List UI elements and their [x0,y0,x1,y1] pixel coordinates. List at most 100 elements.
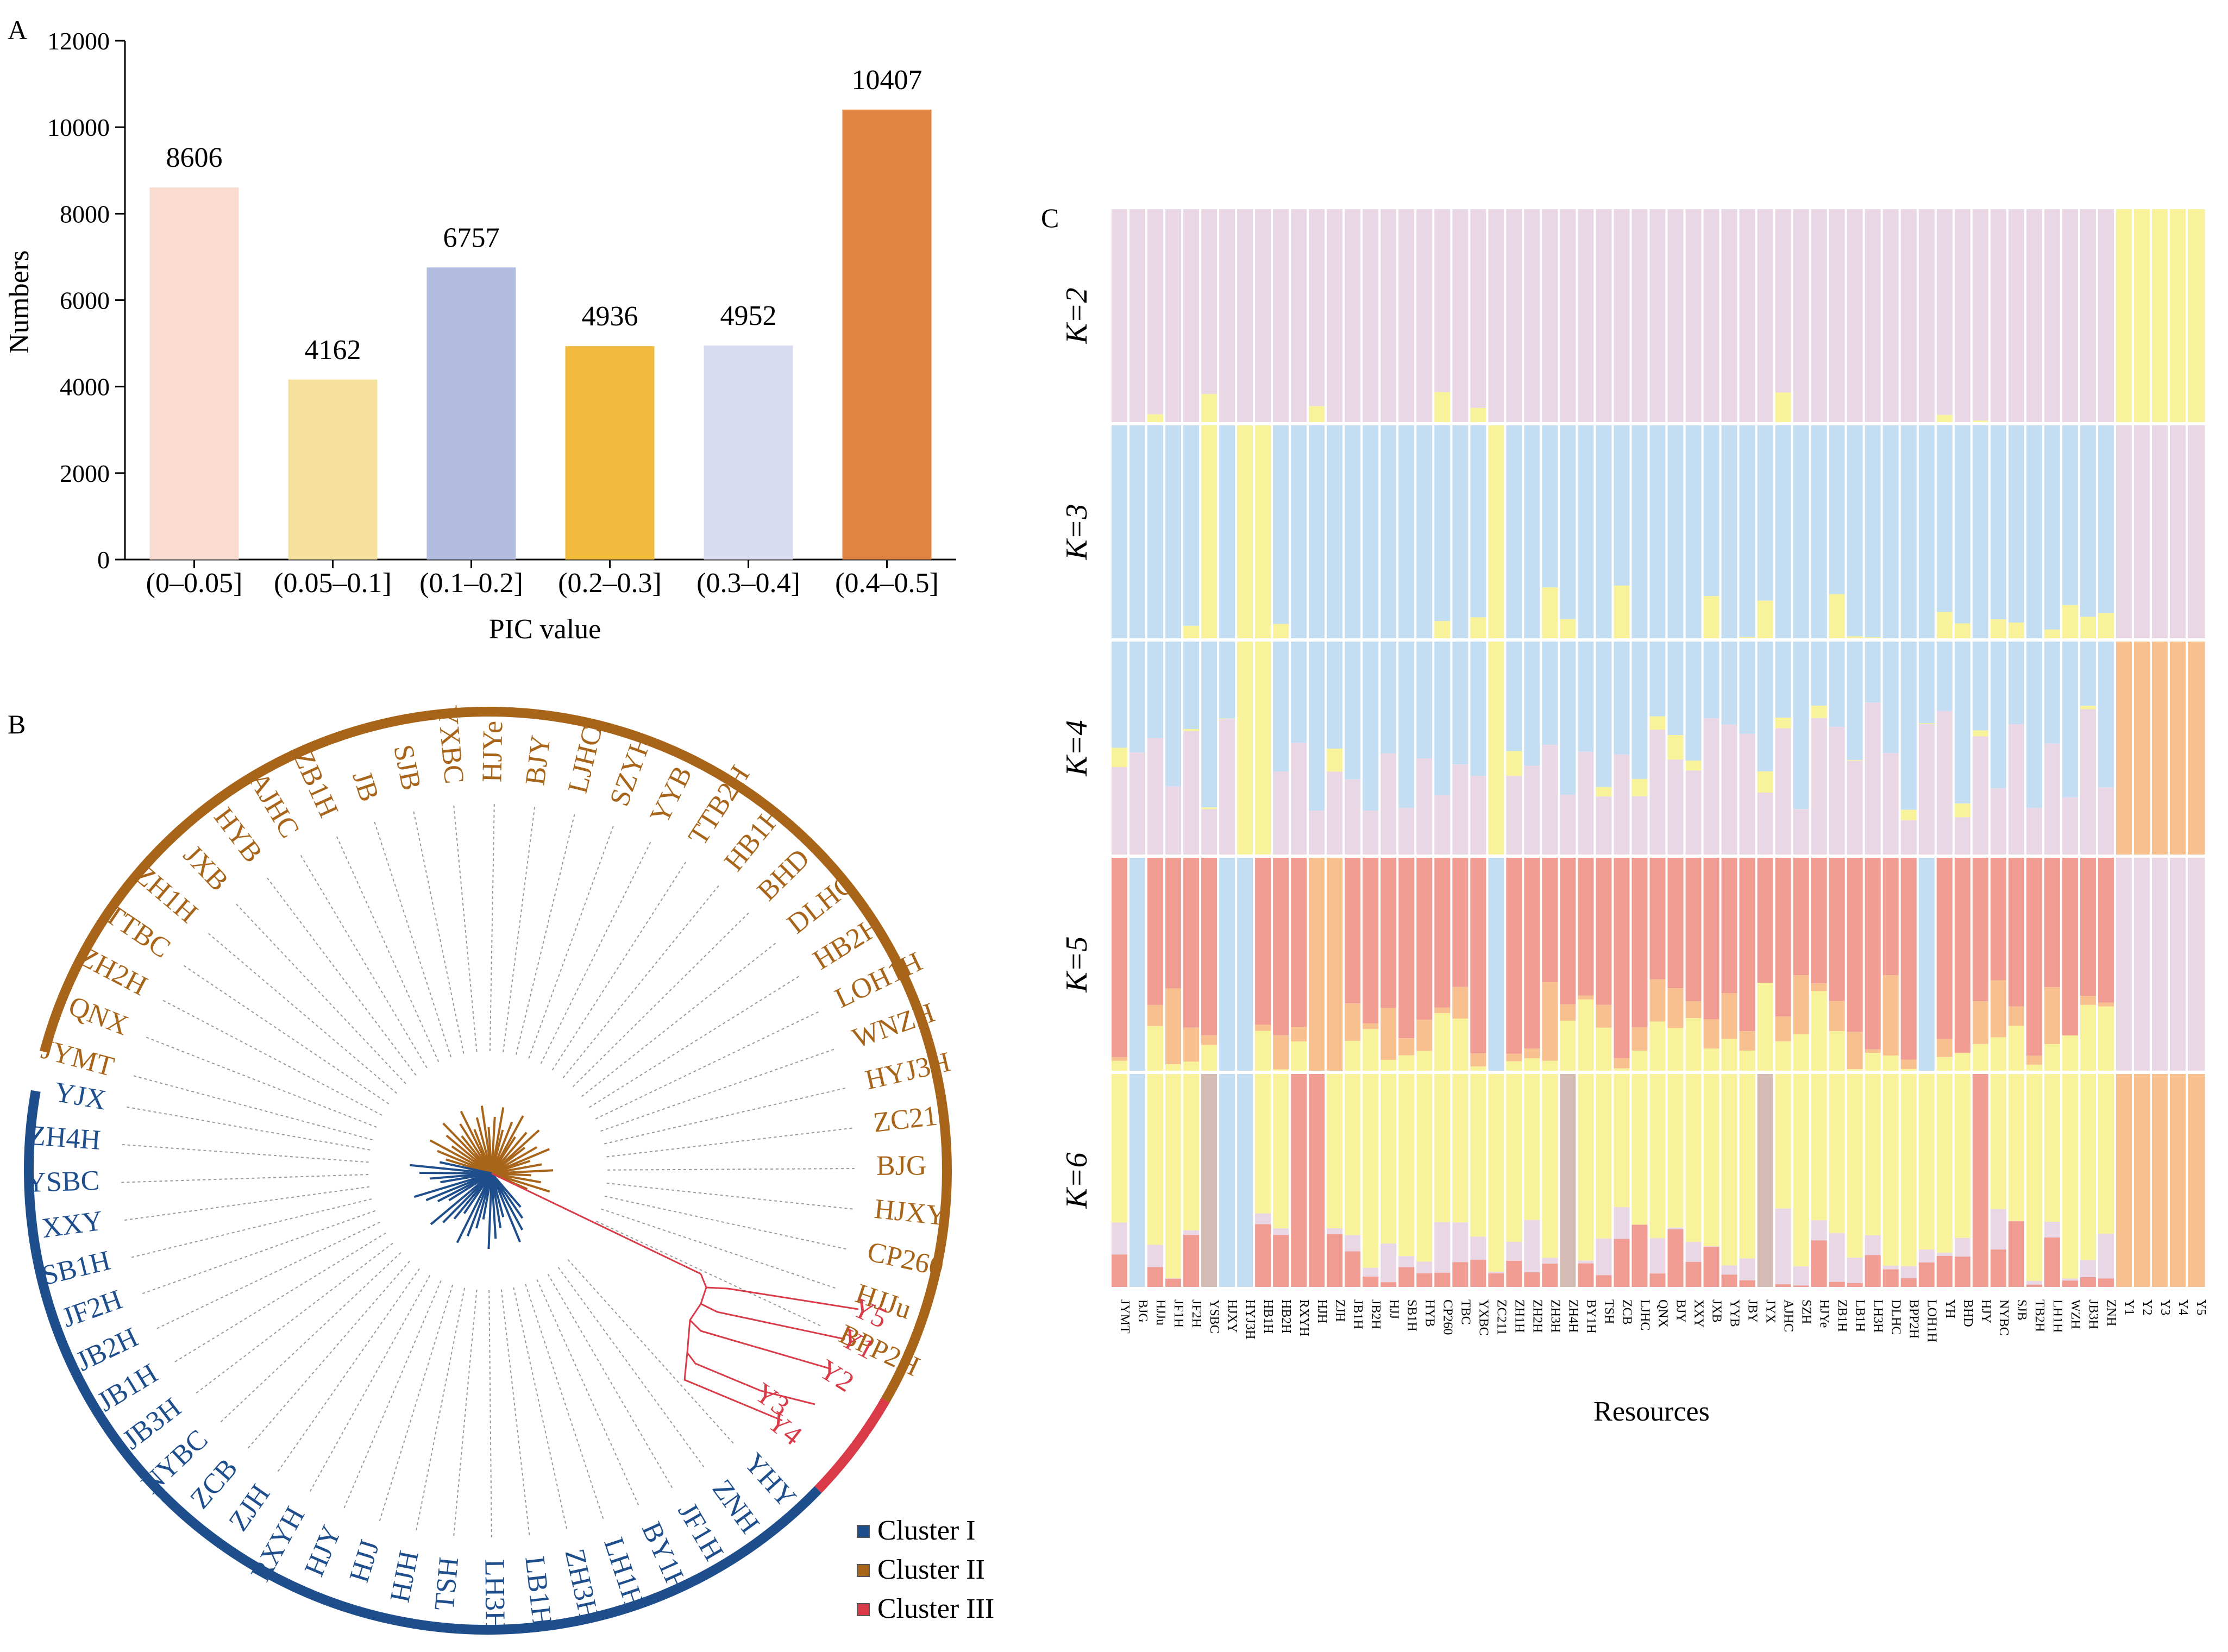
structure-segment [1648,858,1667,979]
bar-data-label: 4936 [582,301,638,332]
leader-line [374,821,451,1058]
structure-segment [1917,1074,1936,1250]
structure-segment [1684,209,1703,422]
structure-segment [1846,642,1865,760]
structure-segment [1702,425,1721,596]
structure-resource-label: BPP2H [1907,1299,1921,1339]
structure-segment [1953,817,1972,855]
structure-segment [2007,858,2026,1007]
leader-line [488,1290,492,1537]
structure-segment [1559,209,1577,422]
structure-segment [1595,796,1613,855]
structure-segment [1792,1034,1811,1071]
structure-segment [1863,1235,1882,1255]
structure-segment [1523,1074,1541,1220]
bar-chart-y-axis-label: Numbers [4,250,35,354]
structure-segment [1290,642,1308,743]
branch-cluster-i [491,1173,524,1230]
leader-line [236,903,406,1084]
structure-segment [1272,209,1290,422]
structure-resource-label: ZH2H [1530,1299,1544,1333]
leader-line [551,862,687,1071]
structure-segment [1308,406,1326,422]
structure-segment [2132,858,2151,1071]
structure-segment [1846,858,1865,1032]
structure-segment [1559,619,1577,638]
structure-resource-label: JXB [1710,1299,1724,1323]
structure-segment [1182,1061,1201,1071]
structure-segment [1344,425,1362,638]
structure-segment [2186,858,2205,1071]
structure-row-gap [1110,638,2205,642]
structure-segment [1935,1074,1954,1253]
structure-segment [1559,1020,1577,1071]
structure-segment [1505,642,1523,751]
structure-segment [1541,1074,1559,1258]
branch-cluster-i [413,1172,492,1198]
structure-segment [1738,209,1757,422]
structure-resource-label: HJYe [1817,1299,1831,1328]
structure-segment [1523,858,1541,1049]
structure-segment [1146,1026,1165,1071]
structure-segment [1415,1051,1434,1071]
structure-segment [1774,1284,1793,1287]
structure-segment [1541,1060,1559,1071]
leader-line [547,1273,673,1488]
structure-segment [1344,1235,1362,1252]
branch-cluster-ii [491,1132,528,1174]
bar-2 [288,379,378,560]
structure-segment [1828,1031,1847,1071]
structure-segment [2186,425,2205,638]
structure-resource-label: JF2H [1189,1299,1203,1328]
structure-segment [2186,209,2205,422]
branch-cluster-ii [429,1139,492,1174]
structure-segment [1881,1265,1900,1270]
structure-segment [1487,425,1505,638]
bar-chart-y-tick-label: 8000 [60,200,110,228]
structure-segment [2043,1044,2062,1071]
structure-segment [2043,987,2062,1044]
structure-segment [1469,1066,1488,1071]
structure-segment [1541,1258,1559,1264]
structure-segment [1666,642,1685,736]
structure-segment [2061,1280,2080,1287]
branch-cluster-iii [689,1319,832,1370]
structure-segment [1738,733,1757,855]
structure-segment [1917,858,1936,1071]
structure-segment [2061,642,2080,797]
structure-segment [2168,425,2187,638]
structure-segment [1989,1037,2008,1071]
structure-segment [1953,1257,1972,1287]
structure-segment [1344,1074,1362,1235]
leaf-label-cluster-i: ZH4H [28,1120,102,1156]
leader-line [572,912,749,1088]
structure-segment [1881,1074,1900,1266]
structure-segment [2061,797,2080,855]
structure-segment [1308,209,1326,406]
structure-segment [1720,1265,1739,1275]
structure-segment [1810,209,1829,422]
structure-segment [1702,1048,1721,1071]
structure-segment [2043,425,2062,630]
structure-segment [1344,209,1362,422]
structure-segment [1774,209,1793,393]
structure-segment [1881,209,1900,422]
leaf-label-cluster-ii: ZC211 [871,1099,952,1139]
structure-segment [1971,1001,1990,1044]
leaf-label-cluster-ii: JYMT [38,1034,117,1083]
structure-segment [1110,767,1129,855]
structure-segment [1792,1266,1811,1286]
branch-cluster-iii-stem [491,1172,701,1275]
structure-segment [1236,642,1254,855]
structure-segment [1523,1220,1541,1272]
structure-segment [1110,425,1129,638]
branch-cluster-i [439,1161,492,1174]
structure-segment [1290,1074,1308,1287]
structure-segment [2025,1284,2044,1287]
leader-line [133,1075,373,1141]
bar-chart-x-tick-label: (0.05–0.1] [274,568,392,599]
structure-resource-label: ZNH [2104,1299,2118,1326]
structure-segment [1397,1055,1416,1071]
leader-line [146,1037,377,1128]
structure-segment [1828,642,1847,727]
